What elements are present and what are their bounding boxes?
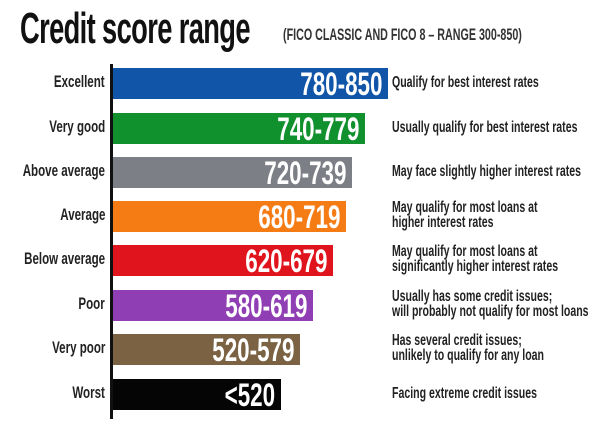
category-label: Very poor bbox=[51, 338, 105, 357]
category-label: Poor bbox=[78, 294, 105, 313]
bar-very-good: 740-779 bbox=[113, 111, 365, 147]
category-label: Above average bbox=[22, 161, 105, 180]
category-label: Worst bbox=[72, 383, 105, 402]
category-label: Very good bbox=[49, 117, 105, 136]
description: May face slightly higher interest rates bbox=[392, 163, 581, 180]
category-label: Average bbox=[59, 205, 105, 224]
axis-line bbox=[110, 64, 113, 419]
bar-below-average: 620-679 bbox=[113, 243, 333, 279]
bar-data-label: 520-579 bbox=[211, 332, 294, 368]
bar-data-label: 720-739 bbox=[263, 155, 346, 191]
bar-very-poor: 520-579 bbox=[113, 332, 300, 368]
description: Usually qualify for best interest rates bbox=[392, 119, 578, 136]
chart-subtitle: (FICO CLASSIC AND FICO 8 – RANGE 300-850… bbox=[283, 25, 522, 44]
description: May qualify for most loans at higher inte… bbox=[392, 199, 538, 231]
bar-above-average: 720-739 bbox=[113, 155, 352, 191]
category-label: Below average bbox=[24, 249, 105, 268]
bar-data-label: <520 bbox=[224, 377, 275, 413]
description: Qualify for best interest rates bbox=[392, 74, 539, 91]
category-label: Excellent bbox=[54, 72, 105, 91]
bar-data-label: 780-850 bbox=[299, 66, 382, 102]
description: Usually has some credit issues; will prob… bbox=[392, 288, 589, 320]
description: Facing extreme credit issues bbox=[392, 385, 537, 402]
description: Has several credit issues; unlikely to qu… bbox=[392, 332, 544, 364]
bar-data-label: 620-679 bbox=[244, 243, 327, 279]
bar-data-label: 740-779 bbox=[276, 111, 359, 147]
bar-poor: 580-619 bbox=[113, 288, 313, 324]
chart-title: Credit score range bbox=[20, 4, 251, 53]
bar-excellent: 780-850 bbox=[113, 66, 388, 102]
bar-data-label: 680-719 bbox=[257, 199, 340, 235]
bar-worst: <520 bbox=[113, 377, 281, 413]
bar-average: 680-719 bbox=[113, 199, 346, 235]
bar-data-label: 580-619 bbox=[224, 288, 307, 324]
description: May qualify for most loans at significant… bbox=[392, 243, 559, 275]
